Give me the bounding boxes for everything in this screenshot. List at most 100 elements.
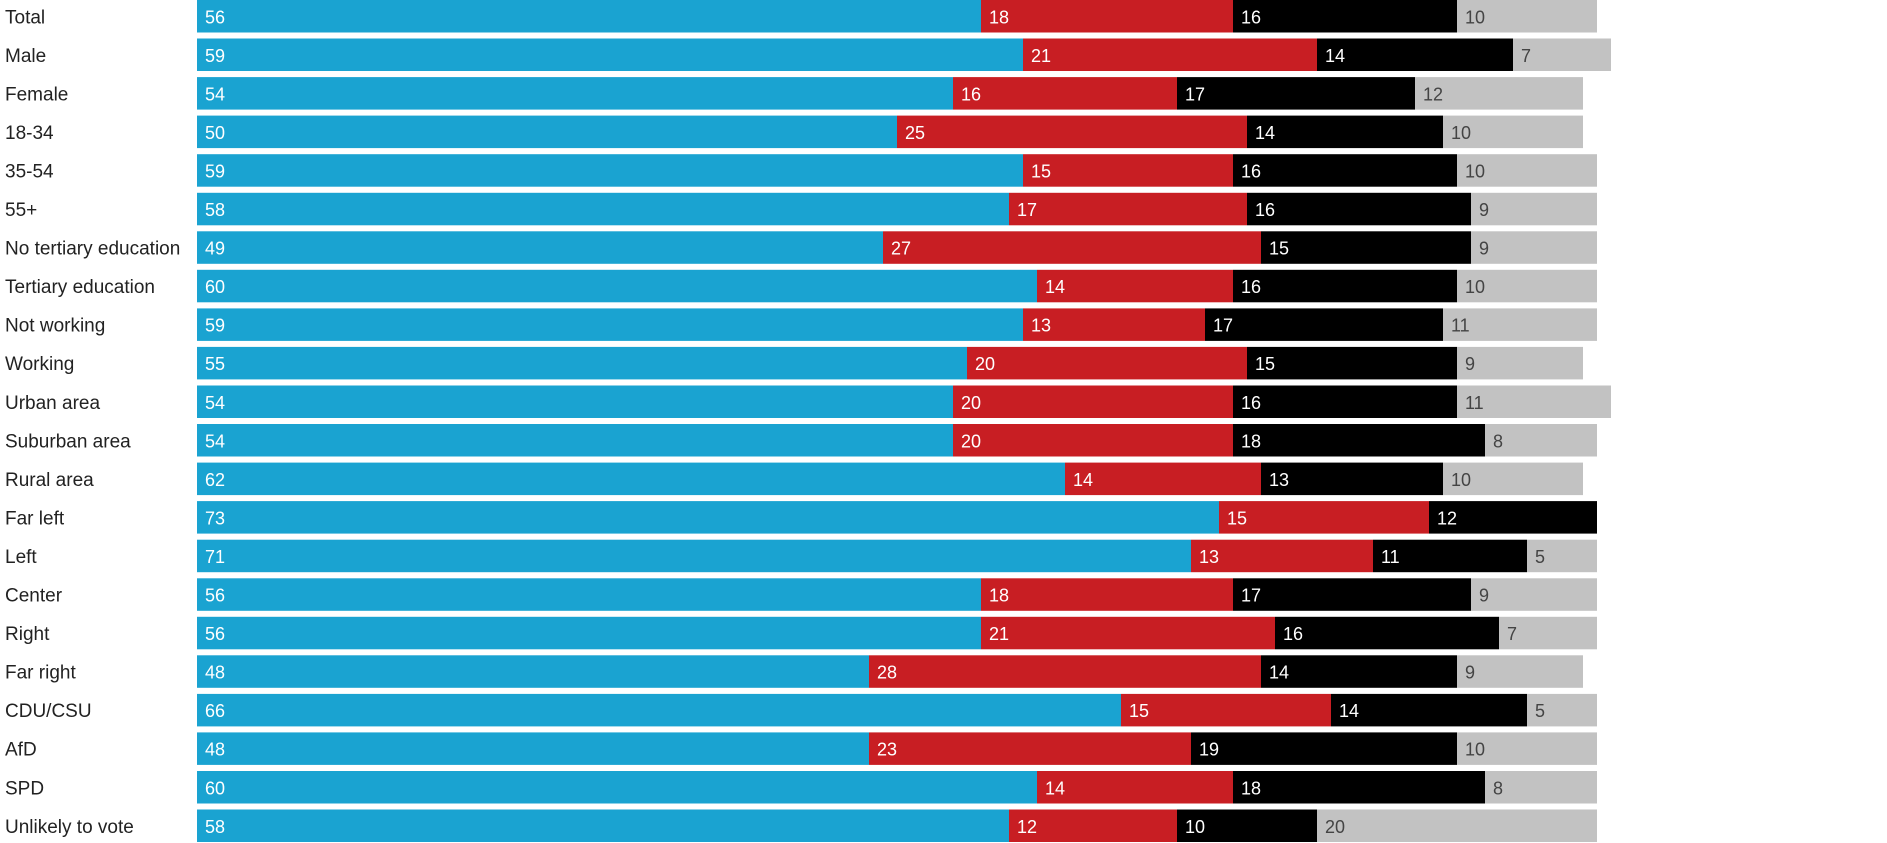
- data-label: 59: [205, 161, 225, 181]
- data-label: 13: [1199, 547, 1219, 567]
- data-label: 11: [1465, 393, 1484, 413]
- bar-segment: [1261, 655, 1457, 688]
- bar-segment: [1247, 346, 1457, 380]
- data-label: 54: [205, 84, 225, 104]
- data-label: 9: [1479, 586, 1489, 606]
- bar-segment: [1009, 809, 1177, 842]
- data-label: 16: [1241, 393, 1261, 413]
- data-label: 62: [205, 470, 225, 490]
- data-label: 18: [989, 7, 1009, 27]
- bar-segment: [1247, 115, 1443, 149]
- category-label: AfD: [5, 740, 37, 761]
- data-label: 8: [1493, 431, 1503, 451]
- bar-segment: [953, 424, 1233, 457]
- category-label: Right: [5, 624, 50, 645]
- bar-row: AfD 48 23 19 10: [5, 732, 1597, 765]
- bar-segment: [197, 115, 897, 149]
- bar-segment: [869, 655, 1261, 688]
- data-label: 60: [205, 778, 225, 798]
- category-label: Unlikely to vote: [5, 817, 134, 838]
- data-label: 15: [1227, 508, 1247, 528]
- data-label: 59: [205, 316, 225, 336]
- data-label: 10: [1451, 470, 1471, 490]
- bar-row: Not working 59 13 17 11: [5, 308, 1597, 341]
- bar-row: Unlikely to vote 58 12 10 20: [5, 809, 1597, 842]
- bar-segment: [197, 385, 953, 418]
- data-label: 10: [1465, 740, 1485, 760]
- data-label: 17: [1185, 84, 1205, 104]
- data-label: 60: [205, 277, 225, 297]
- bar-segment: [1471, 231, 1597, 264]
- data-label: 14: [1325, 46, 1345, 66]
- data-label: 59: [205, 46, 225, 66]
- bar-segment: [1177, 77, 1415, 110]
- bar-segment: [197, 346, 967, 380]
- category-label: No tertiary education: [5, 239, 180, 260]
- bar-segment: [1023, 38, 1317, 71]
- bar-segment: [967, 346, 1247, 380]
- bar-segment: [1443, 308, 1597, 341]
- bar-segment: [1009, 192, 1247, 226]
- bar-segment: [953, 77, 1177, 110]
- data-label: 58: [205, 200, 225, 220]
- bar-segment: [1261, 231, 1471, 264]
- data-label: 15: [1129, 701, 1149, 721]
- bar-segment: [1191, 732, 1457, 765]
- bar-segment: [1233, 385, 1457, 418]
- bar-segment: [197, 771, 1037, 804]
- data-label: 71: [205, 547, 225, 567]
- data-label: 12: [1017, 817, 1037, 837]
- bar-segment: [1233, 578, 1471, 611]
- bar-row: Suburban area 54 20 18 8: [5, 424, 1597, 457]
- bar-row: No tertiary education 49 27 15 9: [5, 231, 1597, 264]
- bar-segment: [1037, 269, 1233, 303]
- bar-segment: [1037, 771, 1233, 804]
- bar-segment: [1527, 693, 1597, 727]
- bar-segment: [197, 693, 1121, 727]
- category-label: 18-34: [5, 123, 54, 144]
- category-label: Not working: [5, 316, 105, 337]
- bar-row: Working 55 20 15 9: [5, 346, 1583, 380]
- data-label: 14: [1045, 277, 1065, 297]
- category-label: Far left: [5, 508, 65, 529]
- bar-segment: [1233, 771, 1485, 804]
- bar-segment: [1205, 308, 1443, 341]
- data-label: 9: [1465, 354, 1475, 374]
- data-label: 14: [1045, 778, 1065, 798]
- data-label: 56: [205, 586, 225, 606]
- category-label: Female: [5, 84, 68, 105]
- bar-segment: [197, 0, 981, 33]
- data-label: 49: [205, 239, 225, 259]
- category-label: Rural area: [5, 470, 94, 491]
- data-label: 7: [1521, 46, 1531, 66]
- bar-segment: [197, 655, 869, 688]
- bar-segment: [197, 732, 869, 765]
- bar-row: 55+ 58 17 16 9: [5, 192, 1597, 226]
- bar-segment: [1485, 424, 1597, 457]
- data-label: 15: [1269, 239, 1289, 259]
- bar-row: Tertiary education 60 14 16 10: [5, 269, 1597, 303]
- bar-segment: [197, 77, 953, 110]
- data-label: 7: [1507, 624, 1517, 644]
- category-label: CDU/CSU: [5, 701, 92, 722]
- bar-row: Center 56 18 17 9: [5, 578, 1597, 611]
- data-label: 15: [1255, 354, 1275, 374]
- bar-segment: [197, 192, 1009, 226]
- bar-segment: [1485, 771, 1597, 804]
- bar-segment: [1457, 154, 1597, 187]
- category-label: 35-54: [5, 161, 54, 182]
- data-label: 16: [961, 84, 981, 104]
- data-label: 5: [1535, 701, 1545, 721]
- bar-row: 35-54 59 15 16 10: [5, 154, 1597, 187]
- data-label: 12: [1437, 508, 1457, 528]
- data-label: 13: [1031, 316, 1051, 336]
- category-label: Suburban area: [5, 431, 131, 452]
- data-label: 20: [1325, 817, 1345, 837]
- bar-segment: [1233, 0, 1457, 33]
- bar-segment: [981, 616, 1275, 650]
- data-label: 14: [1339, 701, 1359, 721]
- data-label: 54: [205, 393, 225, 413]
- data-label: 9: [1479, 239, 1489, 259]
- bar-segment: [1233, 269, 1457, 303]
- bar-segment: [869, 732, 1191, 765]
